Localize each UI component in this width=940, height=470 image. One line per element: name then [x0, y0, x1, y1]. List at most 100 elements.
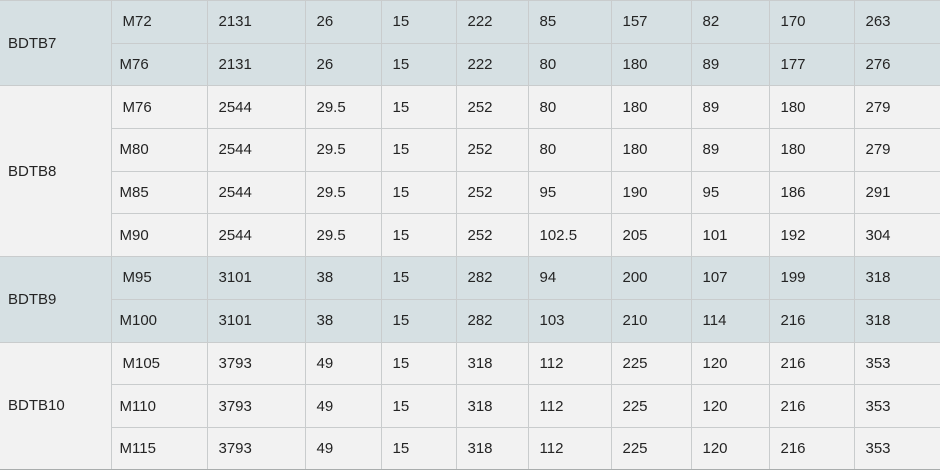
- value-cell: 282: [456, 256, 529, 300]
- value-cell: 276: [854, 42, 940, 87]
- value-cell: 15: [381, 213, 457, 258]
- value-cell: 102.5: [528, 213, 612, 258]
- value-cell: 38: [305, 298, 382, 343]
- value-cell: 15: [381, 0, 457, 44]
- value-cell: 3793: [207, 341, 306, 386]
- value-cell: 205: [611, 213, 692, 258]
- value-cell: 157: [611, 0, 692, 44]
- value-cell: 180: [611, 42, 692, 87]
- value-cell: 26: [305, 0, 382, 44]
- size-cell: M72: [111, 0, 208, 44]
- value-cell: 186: [769, 170, 855, 215]
- value-cell: 252: [456, 213, 529, 258]
- value-cell: 120: [691, 384, 770, 428]
- table-row: M80 2544 29.5 15 252 80 180 89 180 279: [0, 128, 940, 172]
- table-row: BDTB9 M95 3101 38 15 282 94 200 107 199 318: [0, 256, 940, 343]
- table-row: M115 3793 49 15 318 112 225 120 216 353: [0, 426, 940, 470]
- table-row: M110 3793 49 15 318 112 225 120 216 353: [0, 384, 940, 428]
- value-cell: 103: [528, 298, 612, 343]
- value-cell: 222: [456, 42, 529, 87]
- value-cell: 199: [769, 256, 855, 300]
- value-cell: 120: [691, 341, 770, 386]
- value-cell: 318: [456, 341, 529, 386]
- size-cell: M76: [111, 42, 208, 87]
- value-cell: 15: [381, 256, 457, 300]
- value-cell: 15: [381, 298, 457, 343]
- group-label-cell: BDTB7: [0, 0, 112, 87]
- value-cell: 15: [381, 426, 457, 470]
- value-cell: 177: [769, 42, 855, 87]
- value-cell: 80: [528, 42, 612, 87]
- value-cell: 353: [854, 384, 940, 428]
- value-cell: 2544: [207, 128, 306, 172]
- value-cell: 15: [381, 170, 457, 215]
- value-cell: 112: [528, 426, 612, 470]
- value-cell: 49: [305, 384, 382, 428]
- value-cell: 29.5: [305, 170, 382, 215]
- value-cell: 282: [456, 298, 529, 343]
- value-cell: 101: [691, 213, 770, 258]
- value-cell: 3793: [207, 426, 306, 470]
- value-cell: 3101: [207, 256, 306, 300]
- value-cell: 112: [528, 384, 612, 428]
- value-cell: 112: [528, 341, 612, 386]
- value-cell: 225: [611, 341, 692, 386]
- value-cell: 353: [854, 341, 940, 386]
- value-cell: 2131: [207, 0, 306, 44]
- table-row: BDTB10 M105 3793 49 15 318 112 225 120 216 353: [0, 341, 940, 470]
- value-cell: 3793: [207, 384, 306, 428]
- value-cell: 263: [854, 0, 940, 44]
- value-cell: 120: [691, 426, 770, 470]
- size-cell: M100: [111, 298, 208, 343]
- value-cell: 180: [769, 85, 855, 130]
- value-cell: 15: [381, 341, 457, 386]
- value-cell: 304: [854, 213, 940, 258]
- value-cell: 318: [456, 384, 529, 428]
- table-row: M76 2131 26 15 222 80 180 89 177 276: [0, 42, 940, 87]
- value-cell: 38: [305, 256, 382, 300]
- value-cell: 2131: [207, 42, 306, 87]
- value-cell: 216: [769, 384, 855, 428]
- size-cell: M76: [111, 85, 208, 130]
- value-cell: 252: [456, 85, 529, 130]
- value-cell: 2544: [207, 213, 306, 258]
- value-cell: 29.5: [305, 85, 382, 130]
- table-row: M85 2544 29.5 15 252 95 190 95 186 291: [0, 170, 940, 215]
- value-cell: 95: [691, 170, 770, 215]
- value-cell: 318: [456, 426, 529, 470]
- value-cell: 89: [691, 42, 770, 87]
- size-cell: M115: [111, 426, 208, 470]
- value-cell: 279: [854, 128, 940, 172]
- value-cell: 15: [381, 42, 457, 87]
- value-cell: 190: [611, 170, 692, 215]
- value-cell: 89: [691, 85, 770, 130]
- size-cell: M90: [111, 213, 208, 258]
- value-cell: 318: [854, 298, 940, 343]
- value-cell: 192: [769, 213, 855, 258]
- value-cell: 49: [305, 426, 382, 470]
- value-cell: 318: [854, 256, 940, 300]
- table-row: BDTB8 M76 2544 29.5 15 252 80 180 89 180 279: [0, 85, 940, 258]
- value-cell: 80: [528, 85, 612, 130]
- table-row: M90 2544 29.5 15 252 102.5 205 101 192 304: [0, 213, 940, 258]
- value-cell: 3101: [207, 298, 306, 343]
- value-cell: 2544: [207, 85, 306, 130]
- size-cell: M110: [111, 384, 208, 428]
- value-cell: 216: [769, 298, 855, 343]
- value-cell: 252: [456, 128, 529, 172]
- value-cell: 94: [528, 256, 612, 300]
- value-cell: 15: [381, 384, 457, 428]
- value-cell: 82: [691, 0, 770, 44]
- value-cell: 89: [691, 128, 770, 172]
- value-cell: 29.5: [305, 213, 382, 258]
- value-cell: 107: [691, 256, 770, 300]
- value-cell: 210: [611, 298, 692, 343]
- table-row: BDTB7 M72 2131 26 15 222 85 157 82 170 263: [0, 0, 940, 87]
- value-cell: 216: [769, 341, 855, 386]
- value-cell: 353: [854, 426, 940, 470]
- value-cell: 216: [769, 426, 855, 470]
- size-cell: M95: [111, 256, 208, 300]
